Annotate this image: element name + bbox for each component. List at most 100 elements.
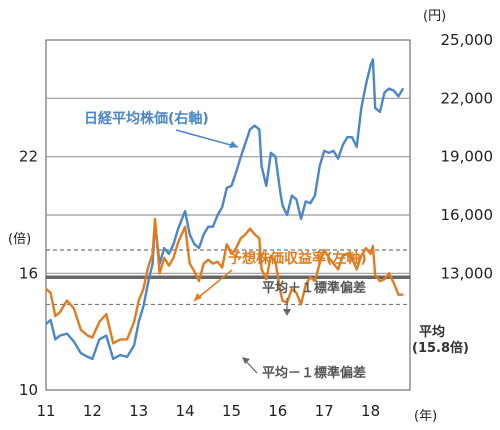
data-point xyxy=(66,333,68,335)
data-point xyxy=(105,313,107,315)
data-point xyxy=(379,280,381,282)
x-tick-label: 14 xyxy=(176,402,195,420)
data-point xyxy=(274,156,277,158)
data-point xyxy=(240,237,242,239)
data-point xyxy=(360,107,362,109)
data-point xyxy=(119,338,121,340)
data-point xyxy=(332,150,335,152)
data-point xyxy=(388,272,390,274)
minus-1sd-label: 平均－１標準偏差 xyxy=(262,365,366,381)
data-point xyxy=(45,288,47,290)
data-point xyxy=(295,198,297,200)
right-axis-unit: (円) xyxy=(423,9,446,24)
data-point xyxy=(402,294,404,296)
nikkei-series-label: 日経平均株価(右軸) xyxy=(84,110,209,127)
data-point xyxy=(393,282,395,284)
data-point xyxy=(59,311,61,313)
data-point xyxy=(177,228,179,230)
data-point xyxy=(300,218,302,220)
data-point xyxy=(221,206,223,208)
data-point xyxy=(203,233,205,235)
right-tick-label: 19,000 xyxy=(441,148,494,166)
data-point xyxy=(91,358,93,360)
x-tick-label: 15 xyxy=(222,402,241,420)
plus-1sd-label: 平均＋１標準偏差 xyxy=(262,280,366,296)
data-point xyxy=(328,257,330,259)
data-point xyxy=(54,338,56,340)
data-point xyxy=(332,263,335,265)
x-tick-label: 17 xyxy=(315,402,334,420)
data-point xyxy=(163,247,165,249)
data-point xyxy=(87,356,89,358)
data-point xyxy=(383,278,386,280)
data-point xyxy=(98,321,100,323)
data-point xyxy=(184,210,186,212)
average-value-label: (15.8倍) xyxy=(412,340,469,356)
data-point xyxy=(226,243,228,245)
data-point xyxy=(133,321,135,323)
data-point xyxy=(147,282,149,284)
data-point xyxy=(372,58,374,61)
data-point xyxy=(258,128,260,130)
data-point xyxy=(112,342,114,344)
data-point xyxy=(291,195,293,197)
data-point xyxy=(230,253,233,255)
data-point xyxy=(270,255,272,257)
data-point xyxy=(221,266,223,269)
data-point xyxy=(374,107,376,109)
left-axis-unit: (倍) xyxy=(8,232,31,247)
data-point xyxy=(142,288,144,290)
data-point xyxy=(397,95,399,97)
data-point xyxy=(370,64,372,66)
data-point xyxy=(270,152,272,154)
data-point xyxy=(193,243,195,245)
data-point xyxy=(119,354,121,356)
data-point xyxy=(295,292,297,294)
data-point xyxy=(189,233,191,235)
x-tick-label: 18 xyxy=(361,402,380,420)
data-point xyxy=(159,272,161,274)
data-point xyxy=(172,257,175,259)
data-point xyxy=(379,111,381,113)
data-point xyxy=(383,91,386,94)
x-tick-label: 13 xyxy=(129,402,148,420)
data-point xyxy=(360,255,362,257)
data-point xyxy=(356,146,358,148)
data-point xyxy=(142,305,144,307)
data-point xyxy=(305,200,307,202)
data-point xyxy=(244,142,246,144)
data-point xyxy=(230,185,233,187)
data-point xyxy=(319,165,321,167)
data-point xyxy=(66,300,68,302)
right-tick-label: 22,000 xyxy=(441,89,494,107)
data-point xyxy=(126,356,128,358)
data-point xyxy=(254,125,256,127)
data-point xyxy=(73,340,75,342)
data-point xyxy=(342,144,344,146)
data-point xyxy=(45,323,47,325)
right-tick-label: 16,000 xyxy=(441,206,494,224)
right-tick-label: 25,000 xyxy=(441,31,494,49)
data-point xyxy=(50,292,52,294)
per-arrowhead-icon xyxy=(194,293,202,301)
data-point xyxy=(212,263,214,265)
data-point xyxy=(73,307,75,309)
data-point xyxy=(163,257,165,259)
data-point xyxy=(370,253,372,255)
x-axis-unit: (年) xyxy=(414,409,437,424)
data-point xyxy=(323,150,325,152)
data-point xyxy=(217,214,219,216)
data-point xyxy=(54,315,56,317)
data-point xyxy=(87,335,89,337)
data-point xyxy=(388,88,390,90)
data-point xyxy=(152,263,154,265)
data-point xyxy=(126,338,128,340)
data-point xyxy=(356,268,358,270)
data-point xyxy=(328,152,330,154)
data-point xyxy=(261,268,263,270)
data-point xyxy=(198,247,200,249)
data-point xyxy=(226,187,228,189)
data-point xyxy=(138,300,140,302)
data-point xyxy=(80,352,82,354)
